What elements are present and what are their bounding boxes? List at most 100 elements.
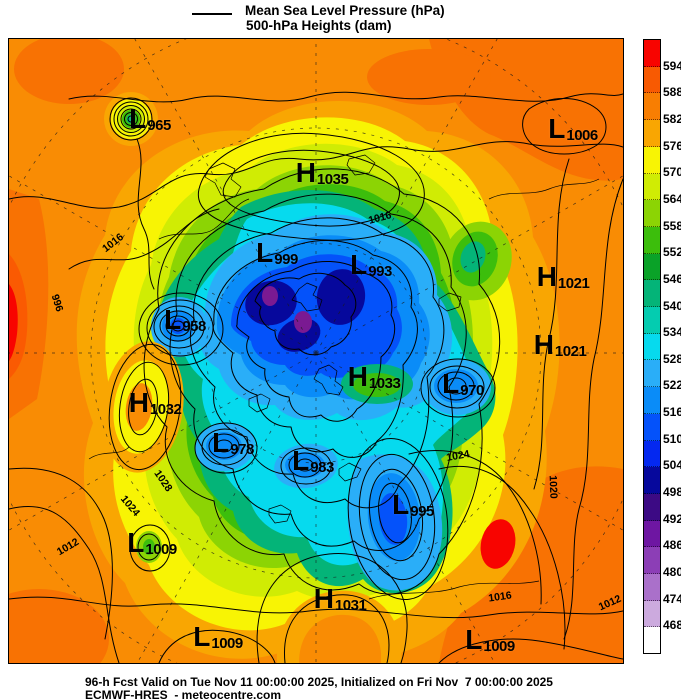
pressure-center-letter: L: [548, 113, 566, 144]
pressure-center-value: 958: [182, 318, 206, 335]
colorbar-segment: [644, 360, 660, 388]
footer-valid-text: 96-h Fcst Valid on Tue Nov 11 00:00:00 2…: [85, 675, 553, 689]
pressure-center-letter: L: [212, 427, 230, 458]
colorbar-tick-label: 570: [663, 165, 681, 180]
colorbar-tick-label: 534: [663, 325, 681, 340]
colorbar-tick-label: 516: [663, 405, 681, 420]
pressure-center-value: 993: [368, 263, 392, 280]
colorbar-segment: [644, 253, 660, 281]
pressure-center-h-1021: H 1021: [536, 261, 590, 292]
colorbar-tick-label: 576: [663, 138, 681, 153]
pressure-center-l-1009: L 1009: [127, 527, 177, 558]
isobar-label-1020: 1020: [546, 475, 560, 499]
colorbar-segment: [644, 173, 660, 201]
colorbar-tick-label: 510: [663, 431, 681, 446]
pressure-center-value: 1021: [557, 275, 590, 292]
pressure-center-value: 1006: [566, 127, 598, 144]
colorbar-tick-label: 552: [663, 245, 681, 260]
colorbar-tick-label: 504: [663, 458, 681, 473]
pressure-center-value: 1009: [145, 541, 177, 558]
pressure-center-l-958: L 958: [164, 304, 206, 335]
colorbar-tick-label: 474: [663, 591, 681, 606]
colorbar-tick-label: 528: [663, 351, 681, 366]
pressure-center-letter: L: [350, 249, 368, 280]
pressure-center-l-1006: L 1006: [548, 113, 598, 144]
colorbar-tick-label: 564: [663, 191, 681, 206]
map-frame: [8, 38, 624, 664]
pressure-center-value: 999: [274, 251, 298, 268]
height-colorbar: [643, 39, 661, 654]
colorbar-segment: [644, 600, 660, 628]
mslp-line-legend-symbol: [192, 13, 232, 15]
pressure-center-l-970: L 970: [442, 368, 484, 399]
colorbar-tick-label: 546: [663, 271, 681, 286]
pressure-center-value: 1035: [316, 171, 349, 188]
colorbar-tick-labels: 594 588 582 576 570 564 558 552 546 540 534 528 522 5…: [663, 39, 681, 652]
colorbar-tick-label: 468: [663, 618, 681, 633]
pressure-center-h-1032: H 1032: [129, 389, 182, 418]
pressure-center-h-1021: H 1021: [534, 331, 587, 360]
colorbar-tick-label: 480: [663, 565, 681, 580]
colorbar-segment: [644, 146, 660, 174]
pressure-center-h-1031: H 1031: [313, 583, 367, 614]
pressure-center-value: 983: [310, 459, 334, 476]
pressure-center-letter: L: [256, 237, 274, 268]
colorbar-segment: [644, 93, 660, 121]
colorbar-segment: [644, 66, 660, 94]
pressure-center-l-965: L 965: [129, 103, 171, 134]
pressure-center-letter: L: [193, 621, 211, 652]
pressure-center-value: 965: [147, 117, 171, 134]
pressure-center-letter: L: [127, 527, 145, 558]
colorbar-segment: [644, 40, 660, 67]
pressure-center-l-1009: L 1009: [193, 621, 243, 652]
pressure-center-value: 1033: [368, 375, 401, 392]
pressure-center-value: 978: [230, 441, 254, 458]
pressure-center-letter: H: [313, 583, 334, 614]
colorbar-tick-label: 522: [663, 378, 681, 393]
pressure-center-l-999: L 999: [256, 237, 298, 268]
pressure-center-letter: L: [164, 304, 182, 335]
colorbar-tick-label: 498: [663, 485, 681, 500]
colorbar-segment: [644, 547, 660, 575]
pressure-center-h-1035: H 1035: [295, 157, 349, 188]
colorbar-segment: [644, 333, 660, 361]
colorbar-segment: [644, 493, 660, 521]
pressure-center-value: 1009: [483, 638, 515, 655]
pressure-center-letter: H: [347, 361, 368, 392]
pressure-center-value: 995: [410, 503, 434, 520]
colorbar-segment: [644, 307, 660, 334]
pressure-center-value: 1031: [334, 597, 367, 614]
pressure-center-letter: L: [392, 489, 410, 520]
colorbar-segment: [644, 520, 660, 548]
colorbar-segment: [644, 627, 660, 654]
pressure-center-h-1033: H 1033: [347, 361, 401, 392]
pressure-center-value: 1021: [554, 343, 587, 360]
page-title-line2: 500-hPa Heights (dam): [246, 18, 392, 33]
colorbar-segment: [644, 440, 660, 468]
colorbar-segment: [644, 467, 660, 494]
page-title-line1: Mean Sea Level Pressure (hPa): [245, 3, 445, 18]
weather-map-canvas: [9, 39, 623, 663]
colorbar-segment: [644, 280, 660, 308]
footer-source-text: ECMWF-HRES - meteocentre.com: [85, 688, 282, 700]
pressure-center-letter: L: [129, 103, 147, 134]
pressure-center-value: 1009: [211, 635, 243, 652]
colorbar-tick-label: 558: [663, 218, 681, 233]
colorbar-tick-label: 486: [663, 538, 681, 553]
colorbar-segment: [644, 413, 660, 441]
pressure-center-letter: L: [292, 445, 310, 476]
pressure-center-letter: L: [442, 368, 460, 399]
pressure-center-value: 970: [460, 382, 484, 399]
colorbar-segment: [644, 200, 660, 227]
colorbar-tick-label: 540: [663, 298, 681, 313]
colorbar-segment: [644, 387, 660, 414]
pressure-center-letter: H: [295, 157, 316, 188]
colorbar-segment: [644, 120, 660, 147]
pressure-center-l-983: L 983: [292, 445, 334, 476]
pressure-center-letter: H: [536, 261, 557, 292]
pressure-center-l-995: L 995: [392, 489, 434, 520]
pressure-center-l-1009: L 1009: [465, 626, 515, 655]
colorbar-segment: [644, 226, 660, 254]
colorbar-tick-label: 582: [663, 111, 681, 126]
